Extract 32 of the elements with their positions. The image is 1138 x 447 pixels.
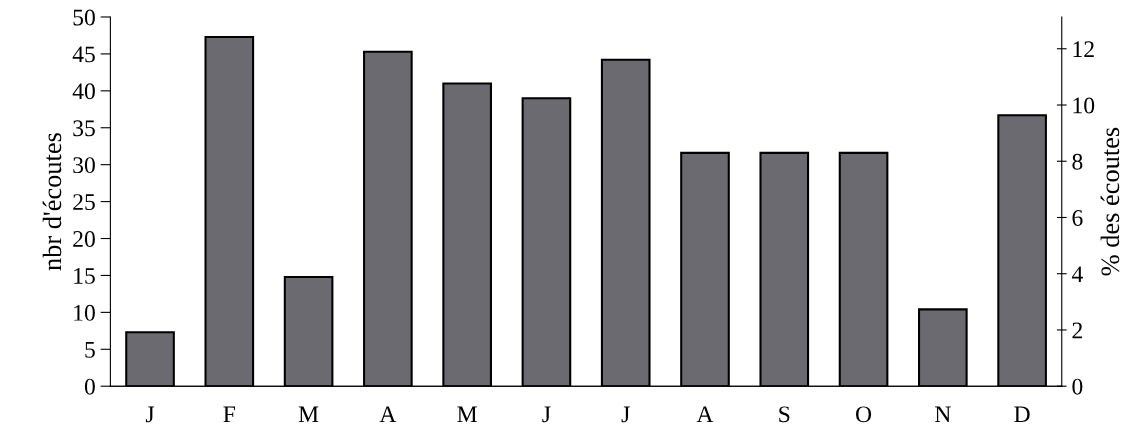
y-tick-label: 35 [73,120,95,137]
x-tick-label: M [457,406,477,423]
y2-tick-label: 4 [1071,266,1083,282]
x-tick-label: J [542,406,551,423]
y-tick-label: 5 [85,342,95,358]
x-tick-label: S [779,406,790,423]
y2-axis-title: % des écoutes [1100,127,1120,276]
x-tick-label: F [223,406,236,423]
y-tick-label: 45 [72,46,95,63]
y-tick-label: 25 [73,194,95,211]
y-tick-label: 20 [73,231,95,247]
y2-tick-label: 6 [1072,210,1083,226]
y-tick-label: 50 [73,9,95,26]
y2-tick-label: 8 [1072,153,1083,170]
x-tick-label: J [145,406,155,423]
y-tick-label: 0 [84,378,95,395]
y2-tick-label: 12 [1073,41,1094,57]
x-tick-label: O [856,406,872,423]
y-tick-label: 10 [74,304,95,321]
x-tick-label: A [696,406,714,423]
y2-tick-label: 0 [1072,378,1083,395]
x-tick-label: D [1014,406,1030,423]
y-tick-label: 40 [72,83,95,100]
y2-tick-label: 2 [1072,322,1082,339]
y2-tick-label: 10 [1073,97,1095,114]
x-tick-label: M [298,406,319,423]
x-tick-label: J [621,406,630,423]
x-tick-label: N [934,406,951,423]
y-tick-label: 15 [74,268,95,284]
y-tick-label: 30 [73,157,95,174]
x-tick-label: A [379,406,397,423]
y-axis-title: nbr d'écoutes [42,133,62,271]
